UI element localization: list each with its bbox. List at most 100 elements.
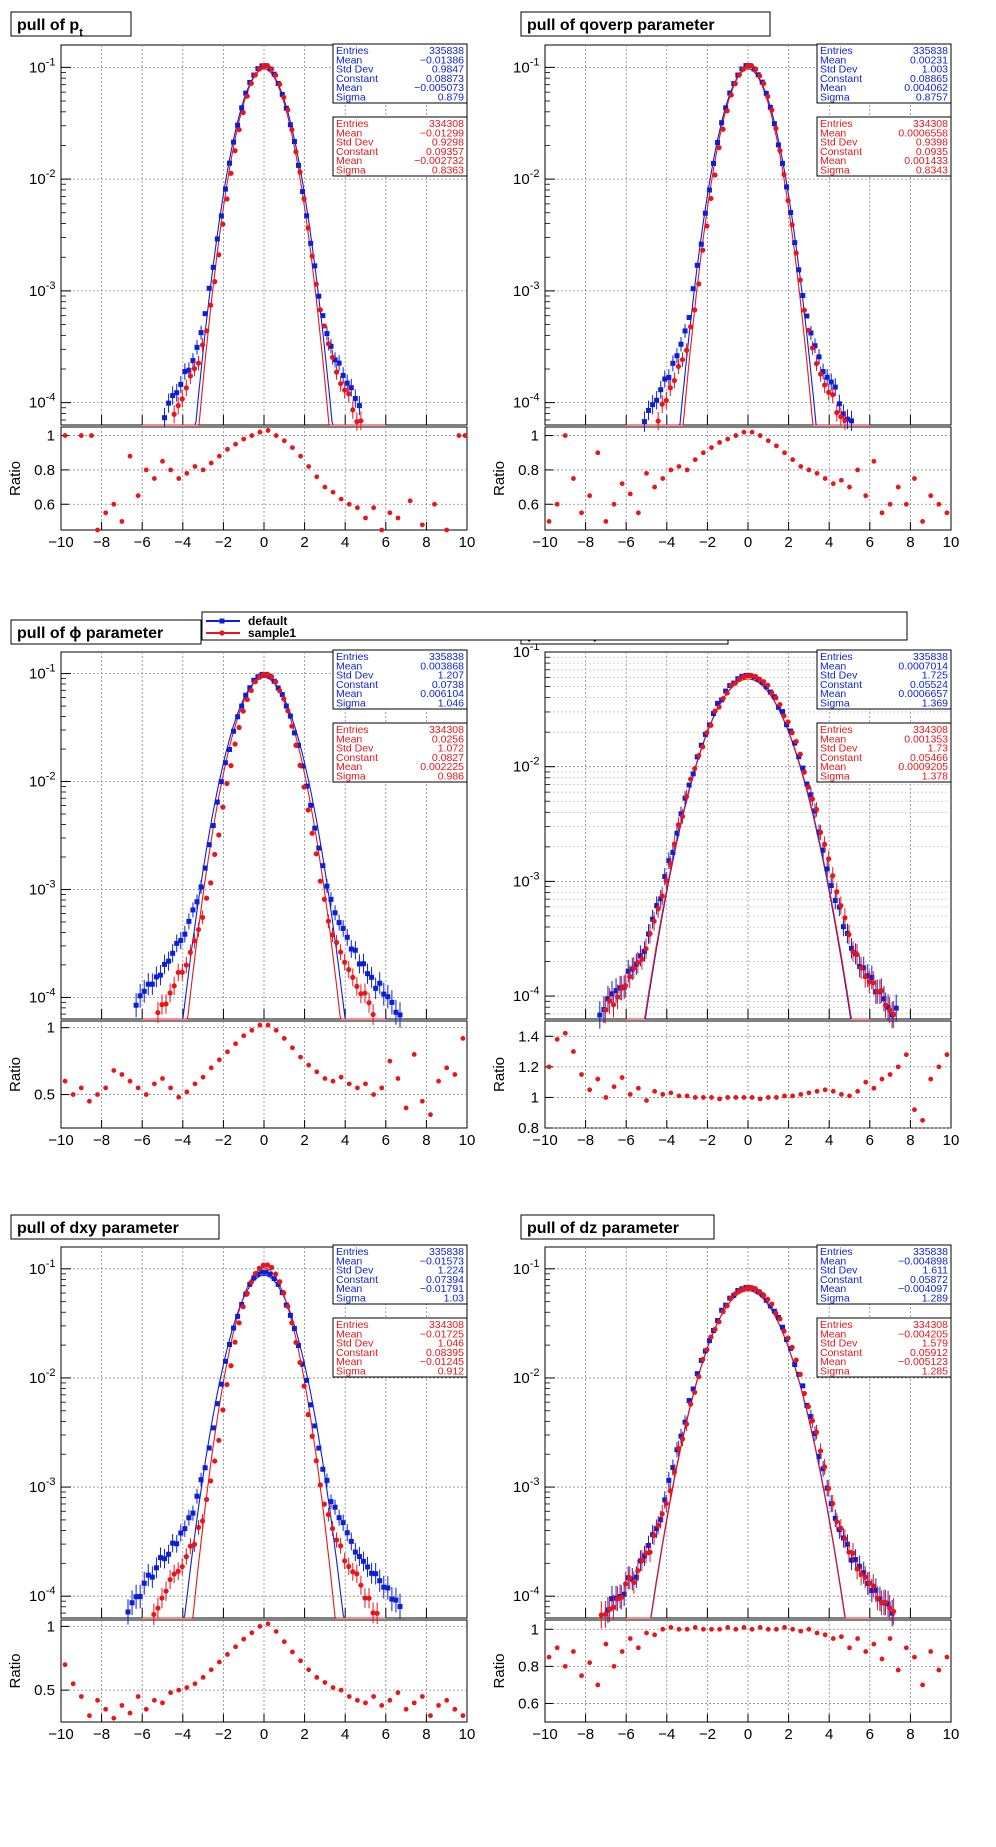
sample1-point: [370, 1011, 376, 1018]
ratio-point: [644, 1098, 649, 1103]
ratio-point: [749, 429, 755, 435]
sample1-point: [268, 66, 275, 72]
ratio-point: [733, 1095, 739, 1100]
stats-label: Mean: [336, 733, 362, 745]
x-tick-label: −8: [93, 1132, 110, 1149]
x-tick-label: 6: [866, 534, 874, 551]
default-point: [389, 999, 395, 1005]
sample1-point: [248, 1279, 254, 1285]
gaussian-fit-curve: [626, 1290, 870, 1619]
default-point: [678, 341, 684, 347]
stats-label: Entries: [820, 651, 853, 663]
sample1-point: [187, 949, 193, 955]
ratio-point: [838, 1634, 844, 1640]
stats-label: Entries: [336, 651, 369, 663]
ratio-point: [725, 1625, 731, 1630]
default-point: [157, 1555, 163, 1561]
sample1-point: [797, 751, 803, 757]
ratio-point: [330, 1078, 336, 1084]
default-point: [348, 385, 354, 391]
panel-title-text: pull of dz parameter: [527, 1220, 679, 1237]
default-point: [340, 372, 346, 378]
sample1-point: [822, 382, 828, 388]
x-tick-label: 4: [341, 1132, 349, 1149]
default-point: [804, 313, 810, 319]
stats-value: 1.207: [438, 670, 464, 682]
x-tick-label: −2: [699, 534, 716, 551]
sample1-point: [826, 389, 832, 395]
sample1-point: [216, 832, 222, 838]
chart-panel: 10-1 10-2 10-3 10-4 −10 −8 −6 −4 −2 0 2 4 6 8 10 1 0.8 0.…: [7, 11, 475, 551]
ratio-point: [127, 1078, 133, 1084]
ratio-point: [428, 1112, 433, 1118]
default-point: [849, 945, 855, 951]
ratio-point: [62, 1078, 68, 1084]
default-point: [129, 1600, 135, 1606]
x-tick-label: 4: [825, 1726, 833, 1743]
ratio-point: [806, 467, 812, 473]
ratio-point: [562, 1663, 568, 1669]
sample1-point: [195, 1524, 202, 1530]
default-point: [308, 1402, 314, 1408]
ratio-point: [135, 1085, 141, 1091]
default-point: [828, 379, 834, 385]
sample1-point: [882, 1599, 889, 1606]
sample1-point: [297, 169, 303, 175]
ratio-point: [265, 1022, 271, 1028]
sample1-point: [732, 81, 738, 87]
default-point: [182, 369, 188, 375]
default-point: [226, 746, 232, 752]
ratio-point: [306, 1062, 312, 1068]
ratio-point: [847, 484, 852, 490]
sample1-point: [602, 1007, 608, 1013]
sample1-point: [797, 277, 803, 283]
sample1-point: [732, 1291, 738, 1297]
sample1-point: [366, 1000, 372, 1006]
ratio-point: [143, 1092, 149, 1097]
default-point: [324, 883, 330, 889]
stats-label: Mean: [820, 54, 846, 66]
stats-label: Mean: [820, 733, 846, 745]
sample1-point: [342, 387, 348, 393]
x-tick-label: −4: [658, 1132, 675, 1149]
ratio-point: [70, 1092, 76, 1097]
stats-value: 1.611: [923, 1265, 949, 1277]
y-tick-label: 10-1: [29, 1258, 55, 1278]
default-point: [190, 1510, 196, 1516]
default-point: [820, 847, 826, 853]
ratio-point: [774, 443, 779, 449]
sample1-point: [809, 1418, 816, 1424]
sample1-point: [309, 253, 315, 259]
ratio-point: [216, 1057, 222, 1063]
default-point: [231, 139, 237, 145]
sample1-point: [761, 80, 767, 87]
sample1-point: [667, 385, 673, 391]
sample1-point: [199, 914, 206, 921]
default-point: [328, 343, 334, 349]
ratio-point: [668, 1625, 674, 1630]
ratio-point: [290, 1045, 295, 1051]
ratio-point: [603, 1095, 609, 1100]
ratio-point: [903, 501, 909, 507]
ratio-point: [119, 1703, 125, 1708]
ratio-point: [354, 505, 360, 511]
sample1-point: [635, 959, 641, 966]
sample1-point: [602, 1611, 608, 1617]
panel-title: pull of dz parameter: [520, 1214, 715, 1240]
stats-value: 1.003: [922, 64, 948, 76]
x-tick-label: −10: [48, 534, 73, 551]
sample1-point: [610, 1002, 617, 1008]
sample1-point: [671, 377, 677, 384]
sample1-point: [692, 766, 698, 772]
ratio-point: [432, 501, 437, 507]
ratio-point: [87, 1713, 92, 1719]
sample1-point: [862, 1574, 868, 1580]
default-point: [300, 1361, 306, 1367]
default-point: [198, 884, 204, 890]
y-tick-label: 10-3: [513, 280, 539, 300]
default-point: [816, 1453, 822, 1459]
default-point: [780, 709, 786, 715]
default-point: [320, 1466, 326, 1472]
ratio-point: [635, 1085, 641, 1091]
ratio-point: [644, 1630, 649, 1636]
